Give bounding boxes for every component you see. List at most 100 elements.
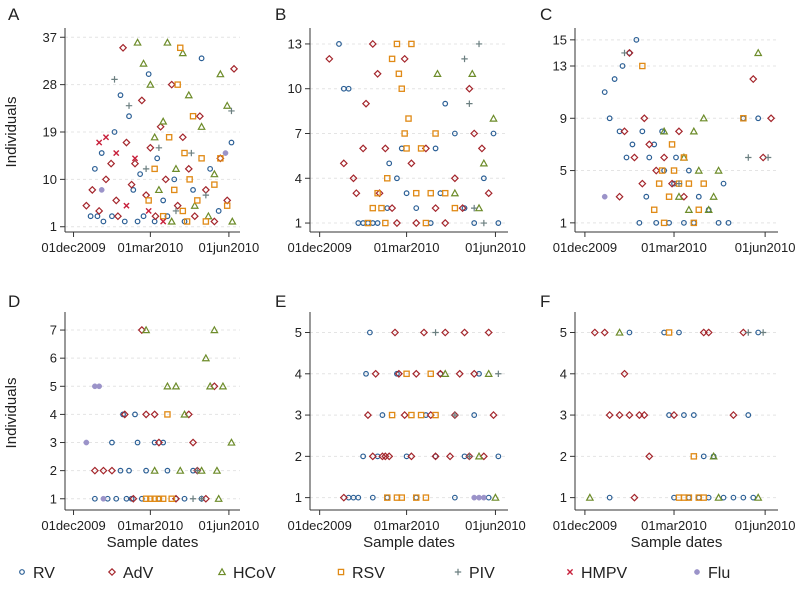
point-hcov xyxy=(674,192,684,200)
point-adv xyxy=(82,201,91,210)
point-rv xyxy=(215,208,222,214)
point-adv xyxy=(615,192,624,201)
panel-label: C xyxy=(540,5,552,24)
point-adv xyxy=(638,179,647,188)
point-adv xyxy=(373,69,382,78)
point-adv xyxy=(210,217,219,226)
y-tick-label: 7 xyxy=(50,323,57,338)
data-points xyxy=(339,328,502,502)
point-adv xyxy=(590,328,599,337)
point-adv xyxy=(407,159,416,168)
y-tick-label: 1 xyxy=(295,216,302,231)
point-piv xyxy=(466,453,473,460)
point-rv xyxy=(451,130,458,137)
point-rv xyxy=(495,220,502,226)
point-hcov xyxy=(585,493,595,501)
point-adv xyxy=(412,369,421,378)
point-hcov xyxy=(704,205,713,213)
point-rsv xyxy=(398,494,406,501)
legend-item-flu: Flu xyxy=(694,565,730,582)
point-rv xyxy=(369,494,376,501)
x-tick-label: 01dec2009 xyxy=(287,518,351,533)
point-adv xyxy=(615,411,624,420)
point-rv xyxy=(134,218,141,225)
y-tick-label: 28 xyxy=(43,77,57,92)
point-adv xyxy=(371,369,380,378)
legend-label: HCoV xyxy=(233,565,276,582)
point-flu xyxy=(471,494,478,501)
panel-label: F xyxy=(540,292,550,311)
y-tick-label: 5 xyxy=(560,325,567,340)
x-tick-label: 01mar2010 xyxy=(641,518,707,533)
point-adv xyxy=(652,166,661,175)
point-piv xyxy=(745,154,752,161)
point-hcov xyxy=(684,205,694,213)
point-adv xyxy=(137,96,146,105)
data-points xyxy=(585,328,767,502)
panel-f: F 1 2 3 4 5 01dec2009 01mar2010 01jun2010 Sample … xyxy=(540,292,795,551)
point-flu xyxy=(476,494,482,501)
point-rv xyxy=(345,85,352,92)
point-adv xyxy=(749,75,758,84)
point-rv xyxy=(111,129,118,135)
point-rsv xyxy=(384,175,391,182)
point-adv xyxy=(645,452,654,461)
point-hmpv xyxy=(123,202,130,209)
y-tick-label: 10 xyxy=(288,81,302,96)
point-rsv xyxy=(700,180,707,187)
point-adv xyxy=(363,411,372,420)
point-rsv xyxy=(412,189,420,197)
y-tick-label: 5 xyxy=(295,325,302,340)
panel-b: B 1 4 7 10 13 01dec2009 01mar2010 01jun2010 xyxy=(275,5,526,255)
legend-marker-hcov xyxy=(217,567,227,576)
point-rsv xyxy=(685,180,693,187)
point-hcov xyxy=(615,328,624,336)
x-axis-label: Sample dates xyxy=(107,534,199,551)
point-adv xyxy=(620,127,629,136)
point-adv xyxy=(470,129,479,138)
point-hcov xyxy=(141,325,151,334)
data-points xyxy=(82,38,239,226)
x-tick-label: 01jun2010 xyxy=(465,518,526,533)
point-rsv xyxy=(690,219,698,227)
point-rv xyxy=(207,165,214,172)
point-rsv xyxy=(186,176,193,183)
point-piv xyxy=(111,76,118,83)
x-tick-label: 01jun2010 xyxy=(199,518,260,533)
y-tick-label: 37 xyxy=(43,30,57,45)
point-rv xyxy=(432,453,439,460)
point-rv xyxy=(715,219,722,226)
point-rv xyxy=(695,193,702,200)
point-adv xyxy=(156,122,165,131)
point-rv xyxy=(171,176,178,183)
x-tick-label: 01jun2010 xyxy=(735,240,796,255)
panel-label: A xyxy=(8,5,20,24)
point-adv xyxy=(739,328,748,337)
point-hcov xyxy=(753,48,763,57)
point-hcov xyxy=(222,101,232,109)
point-adv xyxy=(394,369,403,378)
legend-item-adv: AdV xyxy=(107,565,154,582)
point-rv xyxy=(633,36,640,43)
point-hmpv xyxy=(113,149,120,157)
point-rv xyxy=(606,115,613,122)
point-rsv xyxy=(181,149,188,157)
point-rv xyxy=(611,76,618,82)
point-rv xyxy=(113,495,120,502)
point-rv xyxy=(720,180,727,187)
point-adv xyxy=(630,493,639,502)
x-axis-label: Sample dates xyxy=(363,534,455,551)
point-flu xyxy=(481,494,487,501)
point-adv xyxy=(381,144,390,153)
point-rsv xyxy=(690,453,698,460)
point-hcov xyxy=(694,166,704,174)
point-hcov xyxy=(709,192,718,200)
point-piv xyxy=(155,144,163,151)
point-hcov xyxy=(150,466,159,474)
point-piv xyxy=(475,40,483,48)
point-piv xyxy=(466,100,473,107)
y-tick-label: 6 xyxy=(50,351,57,366)
point-rv xyxy=(140,213,147,220)
point-adv xyxy=(178,133,187,142)
point-rsv xyxy=(388,411,396,419)
